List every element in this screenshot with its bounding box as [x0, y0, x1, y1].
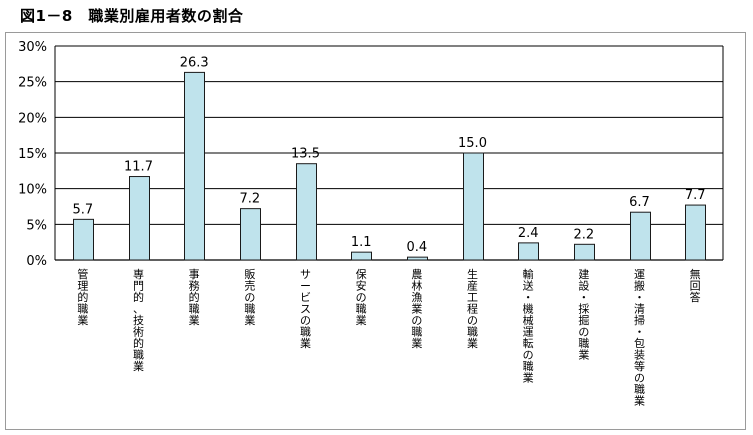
- bar: [296, 163, 317, 261]
- data-label: 0.4: [406, 240, 427, 255]
- data-label: 11.7: [124, 160, 153, 175]
- x-tick-label: 輸送・機械運転の職業: [523, 267, 534, 385]
- bar: [351, 251, 372, 261]
- bar: [129, 176, 150, 261]
- x-tick-label: 建設・採掘の職業: [578, 267, 589, 362]
- bar: [407, 256, 428, 261]
- data-label: 26.3: [180, 55, 209, 70]
- y-tick-label: 5%: [26, 218, 47, 233]
- data-label: 7.2: [239, 192, 260, 207]
- bar: [685, 204, 706, 261]
- data-label: 13.5: [291, 147, 320, 162]
- x-tick-label: 運搬・清掃・包装等の職業: [634, 268, 645, 408]
- y-tick-label: 0%: [26, 254, 47, 269]
- x-tick-label: 販売の職業: [244, 268, 255, 327]
- bar: [240, 208, 261, 261]
- bar: [73, 218, 94, 261]
- data-label: 6.7: [629, 195, 650, 210]
- data-label: 7.7: [685, 188, 706, 203]
- bar: [463, 152, 484, 261]
- x-tick-label: 農林漁業の職業: [411, 267, 422, 350]
- data-label: 1.1: [351, 235, 372, 250]
- x-tick-label: 管理的職業: [77, 267, 88, 327]
- bar: [518, 242, 539, 261]
- y-tick-label: 25%: [18, 76, 47, 91]
- bar: [184, 71, 205, 261]
- data-label: 2.2: [573, 227, 594, 242]
- bar: [574, 243, 595, 261]
- x-tick-label: 生産工程の職業: [467, 267, 478, 350]
- x-tick-label: 事務的職業: [189, 268, 200, 327]
- y-tick-label: 10%: [18, 183, 47, 198]
- y-tick-label: 15%: [18, 147, 47, 162]
- bar: [630, 211, 651, 261]
- chart-frame: [5, 32, 746, 430]
- x-tick-label: 無回答: [690, 267, 701, 304]
- data-label: 5.7: [72, 202, 93, 217]
- x-tick-label: 専門的、技術的職業: [133, 268, 144, 373]
- x-tick-label: 保安の職業: [356, 267, 367, 327]
- chart-title: 図1－8 職業別雇用者数の割合: [20, 7, 244, 25]
- data-label: 15.0: [458, 136, 487, 151]
- data-label: 2.4: [518, 226, 539, 241]
- x-tick-label: サービスの職業: [300, 268, 311, 350]
- y-tick-label: 30%: [18, 40, 47, 55]
- y-tick-label: 20%: [18, 111, 47, 126]
